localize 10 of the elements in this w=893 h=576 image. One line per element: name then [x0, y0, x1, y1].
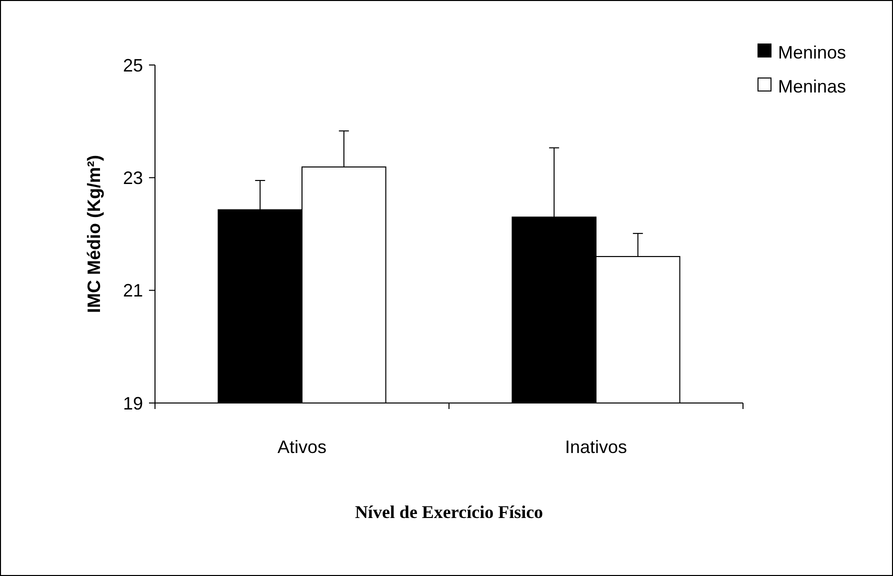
legend-label: Meninas	[778, 76, 846, 96]
y-tick-label: 21	[122, 280, 143, 301]
legend-label: Meninos	[778, 42, 846, 62]
y-axis-title: IMC Médio (Kg/m²)	[84, 155, 104, 313]
y-tick-label: 25	[122, 55, 143, 76]
y-tick-label: 19	[122, 393, 143, 414]
y-tick-label: 23	[122, 168, 143, 188]
x-tick-label: Inativos	[564, 437, 628, 457]
x-tick-label: Ativos	[277, 437, 327, 457]
x-axis-title: Nível de Exercício Físico	[354, 502, 544, 522]
